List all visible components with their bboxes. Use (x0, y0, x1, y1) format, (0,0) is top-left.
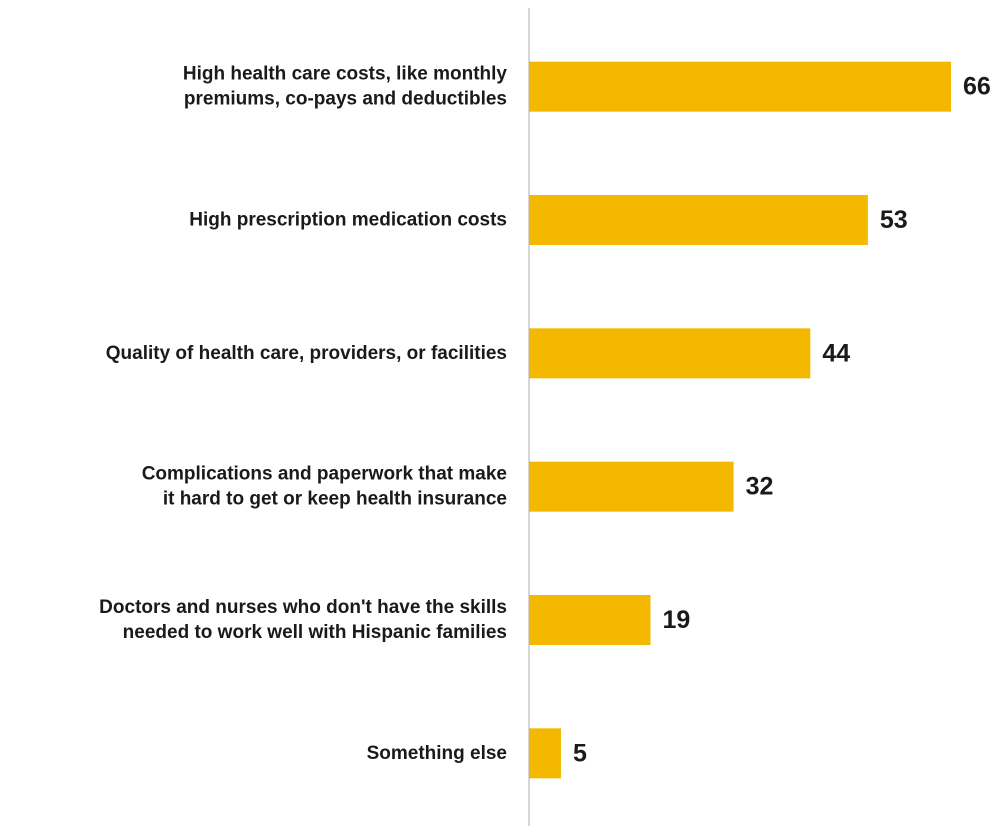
bar-4 (529, 461, 734, 512)
category-label-1: High health care costs, like monthly prem… (183, 64, 508, 110)
category-label-line: Quality of health care, providers, or fa… (106, 343, 507, 364)
category-label-line: Something else (367, 743, 507, 764)
category-label-line: Doctors and nurses who don't have the sk… (99, 597, 507, 618)
value-label-3: 44 (822, 339, 850, 367)
category-label-4: Complications and paperwork that make it … (142, 464, 507, 510)
category-label-line: High health care costs, like monthly (183, 64, 508, 85)
bar-1 (529, 61, 951, 112)
category-label-5: Doctors and nurses who don't have the sk… (99, 597, 507, 643)
category-labels-group: High health care costs, like monthly prem… (99, 64, 507, 764)
category-label-line: needed to work well with Hispanic famili… (123, 622, 507, 643)
value-label-2: 53 (880, 206, 908, 234)
value-label-5: 19 (662, 606, 690, 634)
value-label-4: 32 (746, 473, 774, 501)
bars-group (529, 61, 951, 779)
category-label-line: it hard to get or keep health insurance (163, 489, 507, 510)
bar-5 (529, 595, 651, 645)
category-label-3: Quality of health care, providers, or fa… (106, 343, 507, 364)
category-label-line: Complications and paperwork that make (142, 464, 507, 485)
bar-3 (529, 328, 811, 379)
category-label-6: Something else (367, 743, 507, 764)
bar-2 (529, 195, 868, 245)
category-label-2: High prescription medication costs (189, 210, 507, 231)
value-labels-group: 66 53 44 32 19 5 (573, 73, 991, 768)
category-label-line: High prescription medication costs (189, 210, 507, 231)
value-label-1: 66 (963, 73, 991, 101)
category-label-line: premiums, co-pays and deductibles (184, 89, 507, 110)
value-label-6: 5 (573, 739, 587, 767)
bar-6 (529, 728, 561, 779)
